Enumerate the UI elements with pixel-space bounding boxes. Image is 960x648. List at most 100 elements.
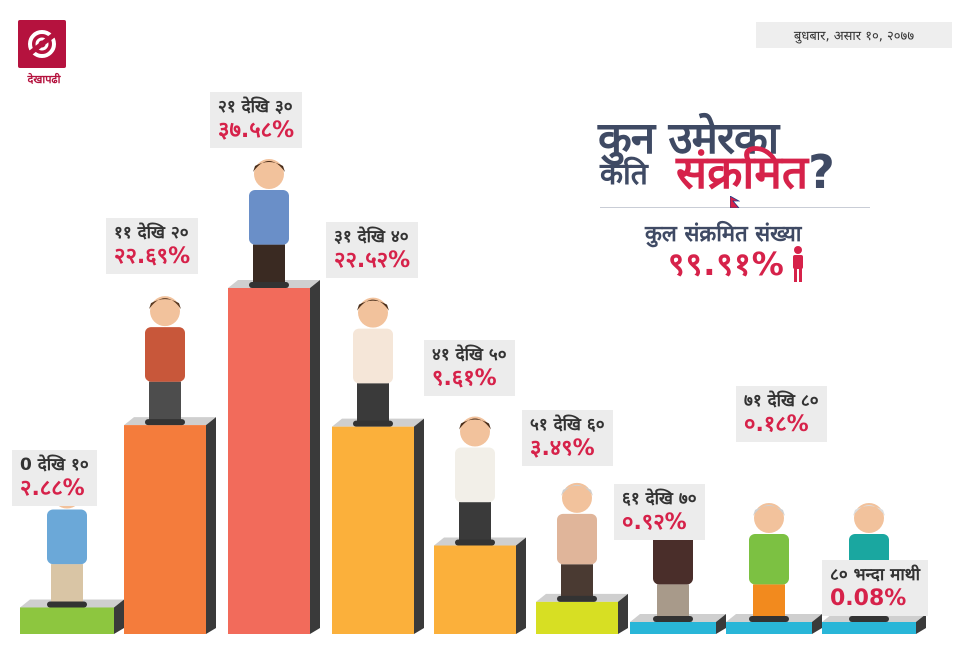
percentage-label: ३.४९% xyxy=(530,436,595,461)
age-range-label: ८० भन्दा माथी xyxy=(830,565,920,585)
person-legs xyxy=(149,381,181,422)
age-range-label: ५१ देखि ६० xyxy=(530,415,605,435)
logo-text: देखापढी xyxy=(27,73,61,86)
bar-side-face xyxy=(812,614,822,634)
title-line2-prefix: कति xyxy=(600,157,648,192)
title-highlight-text: संक्रमित xyxy=(676,145,809,199)
age-range-label: ३१ देखि ४० xyxy=(334,227,409,247)
age-range-label: ७१ देखि ८० xyxy=(744,391,819,411)
title-question-mark: ? xyxy=(808,145,835,199)
bar-label-card: ३१ देखि ४० २२.५२% xyxy=(326,222,419,278)
bar-label-card: ११ देखि २० २२.६९% xyxy=(106,218,199,274)
percentage-label: ९.६१% xyxy=(432,366,497,391)
person-shoes xyxy=(653,616,693,622)
bar xyxy=(20,607,114,634)
person-figure xyxy=(455,416,495,546)
person-hair xyxy=(561,484,593,496)
age-range-label: २१ देखि ३० xyxy=(218,97,293,117)
bar-label-card: ४१ देखि ५० ९.६१% xyxy=(424,340,515,396)
person-hair xyxy=(253,161,285,172)
person-shoes xyxy=(557,595,597,602)
person-torso xyxy=(653,534,693,585)
bar-side-face xyxy=(414,418,424,634)
person-legs xyxy=(657,584,689,618)
person-shoes xyxy=(849,616,889,622)
bar-side-face xyxy=(618,593,628,634)
person-figure xyxy=(249,159,289,288)
person-hair xyxy=(357,299,389,311)
title-line2-highlight: संक्रमित? xyxy=(676,140,835,202)
person-torso xyxy=(249,190,289,245)
title-line1: कुन उमेरका xyxy=(598,113,779,164)
person-hair xyxy=(459,418,491,430)
age-range-label: ११ देखि २० xyxy=(114,223,189,243)
bar xyxy=(124,425,206,634)
percentage-label: ०.१८% xyxy=(744,412,809,437)
person-shoes xyxy=(47,601,87,608)
person-legs xyxy=(459,502,491,542)
person-head xyxy=(254,159,284,189)
person-head xyxy=(754,503,784,533)
age-range-label: 0 देखि १० xyxy=(20,455,89,475)
person-head xyxy=(854,503,884,533)
bar-label-card: 0 देखि १० २.८८% xyxy=(12,450,97,506)
person-shoes xyxy=(145,419,185,426)
person-figure xyxy=(557,482,597,602)
percentage-label: ३७.५८% xyxy=(218,118,295,143)
nepal-flag-icon xyxy=(730,196,740,208)
bar-side-face xyxy=(716,614,726,634)
person-legs xyxy=(561,564,593,598)
logo: देखापढी xyxy=(18,20,70,90)
person-torso xyxy=(749,534,789,585)
person-head xyxy=(562,482,592,513)
person-torso xyxy=(145,327,185,382)
person-head xyxy=(460,416,490,447)
person-figure xyxy=(145,296,185,426)
total-infected-value: ९९.९१% xyxy=(668,245,785,283)
bar xyxy=(434,545,516,634)
logo-icon xyxy=(18,20,66,68)
percentage-label: २२.५२% xyxy=(334,248,411,273)
person-legs xyxy=(357,383,389,423)
person-torso xyxy=(353,328,393,384)
date-badge: बुधबार, असार १०, २०७७ xyxy=(756,22,952,48)
person-hair xyxy=(753,505,785,516)
bar-label-card: ६१ देखि ७० ०.९२% xyxy=(614,484,705,540)
bar-label-card: ५१ देखि ६० ३.४९% xyxy=(522,410,613,466)
person-hair xyxy=(149,298,181,310)
person-shoes xyxy=(353,420,393,427)
person-legs xyxy=(253,244,285,284)
person-figure xyxy=(749,503,789,622)
bar xyxy=(630,622,716,634)
percentage-label: ०.९२% xyxy=(622,510,687,535)
percentage-label: 0.08% xyxy=(830,586,907,611)
bar-side-face xyxy=(516,537,526,634)
bar-side-face xyxy=(114,599,124,634)
person-figure xyxy=(353,297,393,427)
bar xyxy=(726,622,812,634)
person-icon xyxy=(793,246,803,282)
bar-label-card: २१ देखि ३० ३७.५८% xyxy=(210,92,303,148)
bar-side-face xyxy=(310,280,320,634)
person-hair xyxy=(853,505,885,516)
person-shoes xyxy=(455,539,495,546)
bar xyxy=(228,288,310,634)
age-range-label: ६१ देखि ७० xyxy=(622,489,697,509)
bar xyxy=(822,622,916,634)
bar xyxy=(536,601,618,634)
percentage-label: २.८८% xyxy=(20,476,85,501)
bar-side-face xyxy=(916,614,926,634)
person-shoes xyxy=(749,616,789,622)
person-head xyxy=(150,296,180,327)
person-shoes xyxy=(249,282,289,288)
age-range-label: ४१ देखि ५० xyxy=(432,345,507,365)
bar-label-card: ७१ देखि ८० ०.१८% xyxy=(736,386,827,442)
person-head xyxy=(358,297,388,328)
bar-label-card: ८० भन्दा माथी 0.08% xyxy=(822,560,928,616)
percentage-label: २२.६९% xyxy=(114,244,191,269)
person-torso xyxy=(47,509,87,565)
person-torso xyxy=(455,447,495,503)
total-infected-label: कुल संक्रमित संख्या xyxy=(645,222,802,247)
